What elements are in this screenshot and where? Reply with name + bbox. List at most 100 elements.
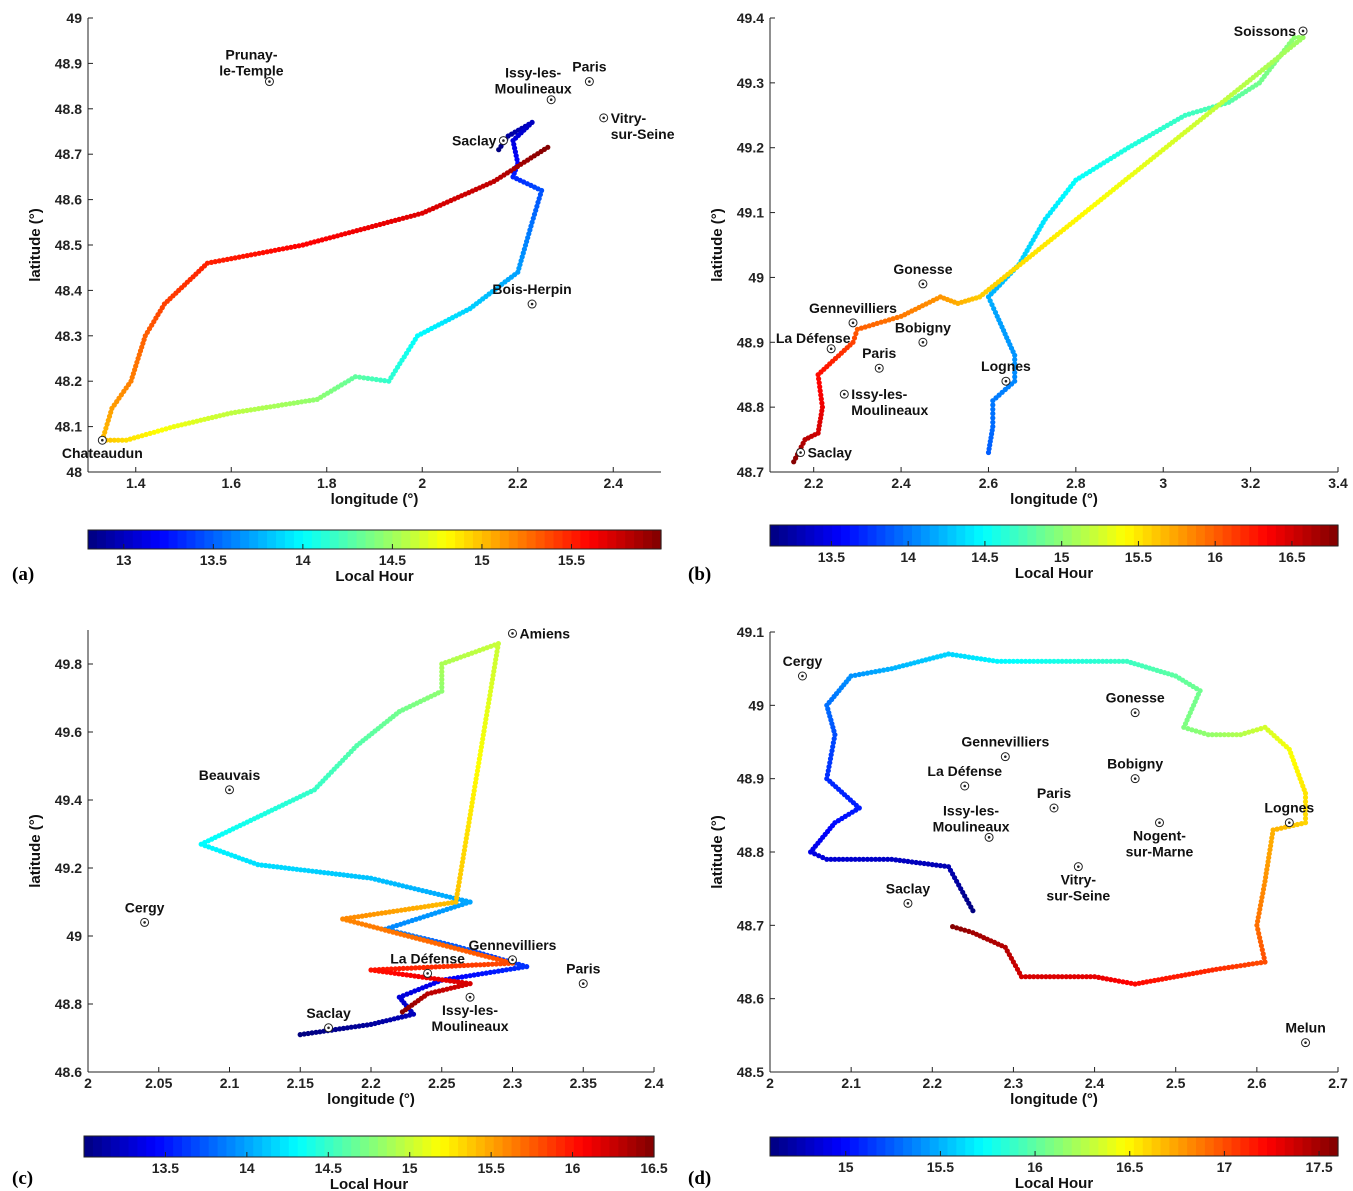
colorbar-segment (929, 1137, 940, 1156)
track-point (386, 378, 392, 384)
track-point (372, 967, 378, 974)
track-point (1148, 978, 1154, 984)
city-label-line: Nogent- (1133, 828, 1186, 844)
y-tick-label: 48.2 (55, 373, 82, 389)
city-marker-dot (1133, 777, 1137, 780)
track-point (264, 249, 270, 255)
track-point (439, 665, 445, 671)
colorbar-segment (787, 525, 798, 546)
track-point (1260, 886, 1267, 892)
track-point (534, 203, 540, 209)
track-point (376, 968, 382, 974)
colorbar-segment (571, 530, 582, 549)
track-point (469, 800, 475, 806)
colorbar-tick-label: 15.5 (558, 552, 585, 568)
city-label: Paris (572, 59, 606, 75)
city-label: Nogent-sur-Marne (1126, 828, 1194, 860)
track-point (897, 857, 903, 864)
track-point (537, 191, 544, 198)
track-point (1264, 862, 1271, 869)
track-point (1209, 732, 1215, 738)
track-point (898, 313, 904, 319)
track-point (147, 430, 153, 436)
track-point (994, 658, 1000, 664)
colorbar-segment (1071, 1137, 1082, 1156)
track-point (435, 976, 441, 982)
track-point (974, 655, 980, 661)
x-tick-label: 3.2 (1241, 475, 1261, 491)
colorbar-segment (598, 530, 608, 549)
city-marker-dot (987, 836, 991, 839)
colorbar-segment (770, 525, 780, 546)
colorbar-segment (360, 1136, 370, 1157)
track-point (1067, 658, 1073, 664)
track-point (208, 259, 214, 265)
track-point (817, 388, 823, 394)
track-point (463, 948, 469, 954)
track-point (363, 912, 369, 919)
track-point (456, 879, 462, 885)
colorbar-segment (929, 525, 940, 546)
colorbar-segment (1027, 525, 1037, 546)
track-point (466, 819, 472, 826)
track-point (1055, 974, 1061, 980)
track-point (1213, 732, 1219, 738)
y-tick-label: 49.4 (737, 10, 764, 26)
colorbar-tick-label: 17 (1217, 1159, 1233, 1175)
city-marker-dot (801, 674, 804, 678)
colorbar-segment (235, 1136, 245, 1157)
track-point (309, 868, 315, 874)
track-point (270, 863, 276, 870)
colorbar-segment (920, 525, 931, 546)
track-point (396, 882, 402, 888)
colorbar-segment (1027, 1137, 1037, 1156)
track-point (978, 656, 984, 662)
colorbar-segment (1213, 1137, 1224, 1156)
track-point (375, 911, 381, 917)
track-point (294, 866, 300, 872)
track-point (467, 811, 473, 818)
track-point (497, 961, 503, 967)
colorbar-segment (1151, 525, 1162, 546)
track-point (1267, 847, 1273, 853)
colorbar-segment (404, 1136, 415, 1157)
track-point (463, 898, 469, 904)
track-point (848, 673, 854, 679)
track-point (962, 927, 968, 933)
track-point (816, 376, 822, 382)
track-point (463, 981, 469, 988)
track-point (1063, 974, 1069, 980)
track-point (868, 856, 875, 862)
track-point (1242, 962, 1248, 968)
colorbar-segment (814, 525, 824, 546)
track-point (401, 932, 407, 938)
colorbar-segment (333, 1136, 343, 1157)
colorbar-segment (315, 1136, 326, 1157)
colorbar-segment (823, 525, 833, 546)
city-label: Saclay (886, 880, 931, 896)
colorbar-segment (1275, 1137, 1286, 1156)
track-point (280, 246, 286, 252)
y-tick-label: 48.4 (55, 282, 82, 298)
track-point (1302, 799, 1309, 805)
track-point (236, 254, 242, 260)
track-point (386, 928, 392, 934)
track-point (1259, 894, 1265, 900)
track-point (423, 888, 430, 895)
track-point (520, 962, 526, 969)
track-point (439, 684, 445, 690)
track-point (236, 409, 242, 415)
colorbar-segment (195, 530, 205, 549)
track-point (490, 672, 496, 679)
colorbar-segment (974, 525, 984, 546)
city-marker-dot (327, 1026, 330, 1030)
track-point (108, 409, 114, 415)
track-point (929, 862, 935, 868)
track-point (425, 938, 431, 944)
colorbar-segment (1222, 525, 1233, 546)
track-point (1260, 890, 1266, 896)
colorbar-segment (841, 525, 851, 546)
track-point (495, 968, 501, 974)
track-point (454, 895, 460, 901)
